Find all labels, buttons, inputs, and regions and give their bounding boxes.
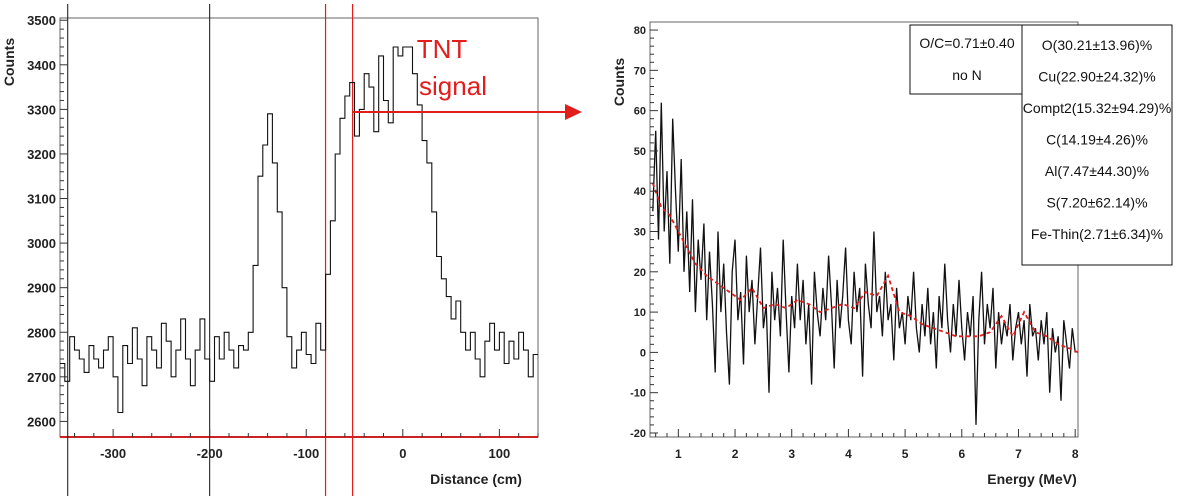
- no-n-text: no N: [952, 67, 982, 83]
- tnt-annotation-line-1: TNT: [417, 34, 468, 64]
- distance-y-tick-label: 2700: [27, 370, 56, 385]
- distance-y-tick-label: 2900: [27, 281, 56, 296]
- energy-x-tick-label: 5: [902, 447, 909, 461]
- distance-x-tick-label: -200: [197, 446, 223, 461]
- distance-y-tick-label: 3400: [27, 58, 56, 73]
- legend-entry: Al(7.47±44.30)%: [1045, 163, 1149, 179]
- energy-y-tick-label: 10: [634, 307, 646, 319]
- energy-y-axis-label: Counts: [611, 58, 627, 106]
- ratio-text: O/C=0.71±0.40: [919, 35, 1014, 51]
- energy-y-tick-label: 70: [634, 65, 646, 77]
- distance-y-tick-label: 3100: [27, 192, 56, 207]
- counts-vs-distance-series: [60, 46, 538, 414]
- energy-x-tick-label: 8: [1072, 447, 1079, 461]
- energy-y-tick-label: 40: [634, 186, 646, 198]
- distance-y-tick-label: 2800: [27, 325, 56, 340]
- distance-x-tick-label: 0: [399, 446, 406, 461]
- ratio-box: O/C=0.71±0.40 no N: [909, 24, 1026, 95]
- distance-y-tick-label: 3500: [27, 13, 56, 28]
- energy-spectrum-series: [652, 102, 1076, 425]
- energy-x-axis-label: Energy (MeV): [987, 471, 1076, 487]
- distance-chart: 2600 2700 2800 2900 3000 3100 3200 3300 3400 3500…: [1, 4, 582, 496]
- legend-entries: O(30.21±13.96)% Cu(22.90±24.32)% Compt2(15…: [1023, 37, 1172, 242]
- distance-y-tick-label: 3300: [27, 102, 56, 117]
- distance-x-tick-label: -300: [100, 446, 126, 461]
- legend-entry: Fe-Thin(2.71±6.34)%: [1031, 226, 1163, 242]
- fit-curve-series: [651, 182, 1079, 354]
- distance-x-tick-label: -100: [293, 446, 319, 461]
- energy-y-tick-label: 80: [634, 25, 646, 37]
- distance-x-ticks: -300 -200 -100 0 100: [73, 429, 539, 461]
- energy-y-tick-label: 0: [640, 347, 646, 359]
- energy-x-tick-label: 2: [732, 447, 739, 461]
- energy-y-tick-label: -10: [630, 388, 646, 400]
- energy-x-tick-label: 7: [1015, 447, 1022, 461]
- energy-y-tick-label: 60: [634, 106, 646, 118]
- distance-x-tick-label: 100: [489, 446, 511, 461]
- marker-lines: [67, 4, 354, 496]
- tnt-annotation-line-2: signal: [419, 71, 487, 101]
- energy-y-tick-label: 30: [634, 227, 646, 239]
- energy-x-ticks: 1 2 3 4 5 6 7 8: [655, 429, 1079, 461]
- energy-x-tick-label: 4: [845, 447, 852, 461]
- distance-y-tick-label: 2600: [27, 414, 56, 429]
- legend-entry: Compt2(15.32±94.29)%: [1023, 100, 1172, 116]
- legend-box: O(30.21±13.96)% Cu(22.90±24.32)% Compt2(15…: [1021, 24, 1173, 266]
- distance-y-tick-label: 3000: [27, 236, 56, 251]
- distance-x-axis-label: Distance (cm): [430, 471, 522, 487]
- energy-x-tick-label: 3: [788, 447, 795, 461]
- energy-y-tick-label: -20: [630, 428, 646, 440]
- legend-entry: Cu(22.90±24.32)%: [1038, 69, 1155, 85]
- distance-y-ticks: 2600 2700 2800 2900 3000 3100 3200 3300 3400 3500: [27, 13, 68, 429]
- legend-entry: O(30.21±13.96)%: [1042, 37, 1152, 53]
- energy-x-tick-label: 6: [958, 447, 965, 461]
- legend-entry: S(7.20±62.14)%: [1046, 195, 1147, 211]
- tnt-arrow: [352, 104, 582, 120]
- distance-y-axis-label: Counts: [1, 38, 17, 86]
- distance-y-tick-label: 3200: [27, 147, 56, 162]
- distance-series-group: [60, 46, 538, 414]
- energy-series-group: [651, 102, 1079, 425]
- legend-entry: C(14.19±4.26)%: [1046, 132, 1148, 148]
- energy-y-ticks: -20 -10 0 10 20 30 40 50 60 70 80: [630, 25, 658, 440]
- energy-y-tick-label: 50: [634, 146, 646, 158]
- energy-x-tick-label: 1: [675, 447, 682, 461]
- energy-y-tick-label: 20: [634, 267, 646, 279]
